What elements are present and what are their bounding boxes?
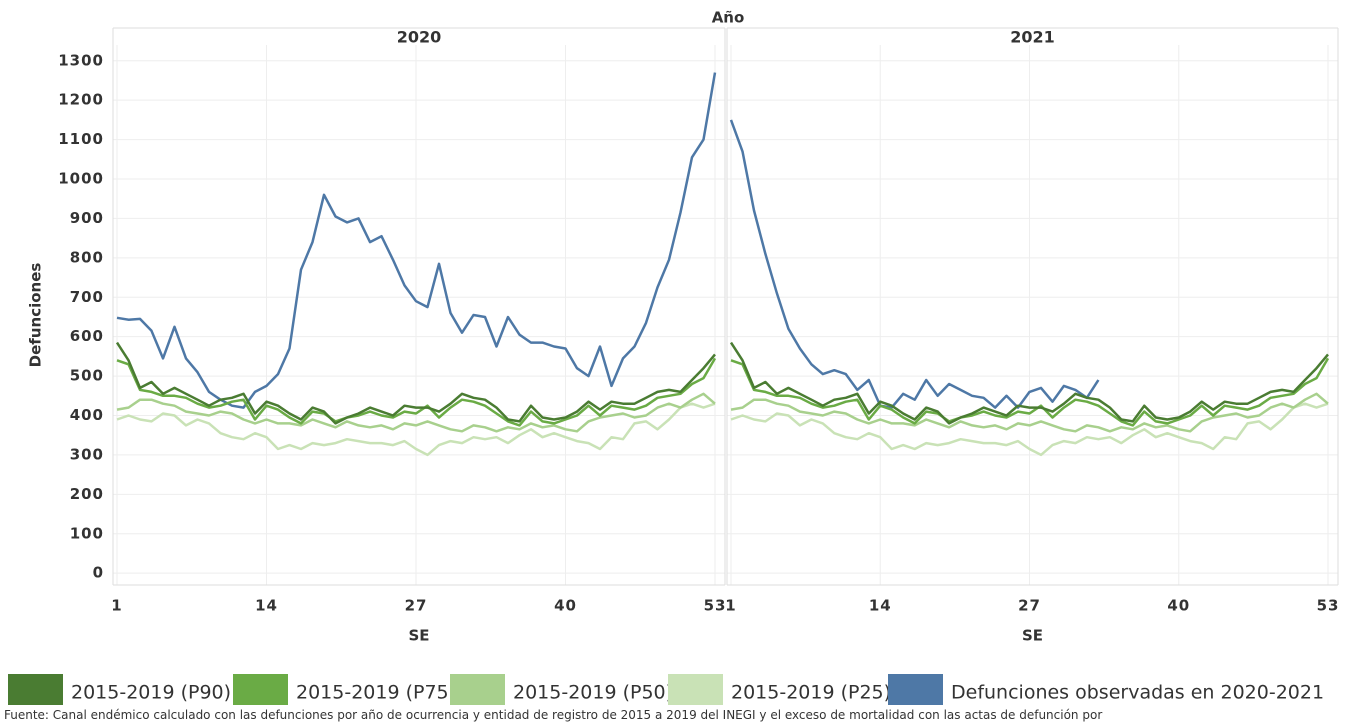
legend-swatch xyxy=(888,674,943,705)
legend-swatch xyxy=(233,674,288,705)
y-tick-label: 1000 xyxy=(58,170,104,188)
facet-label: 2021 xyxy=(1010,28,1055,47)
y-tick-label: 500 xyxy=(70,367,104,385)
y-tick-label: 800 xyxy=(70,248,104,266)
series-line xyxy=(730,357,1330,427)
y-tick-label: 200 xyxy=(70,485,104,503)
facet-label: 2020 xyxy=(397,28,442,47)
legend-label: 2015-2019 (P50) xyxy=(513,682,673,704)
facet-title: Año xyxy=(712,9,745,27)
series-line xyxy=(116,402,716,457)
series-line xyxy=(115,341,716,425)
y-tick-label: 1100 xyxy=(58,130,104,148)
legend-label: 2015-2019 (P25) xyxy=(731,682,891,704)
series-line xyxy=(116,392,716,433)
y-tick-label: 400 xyxy=(70,406,104,424)
series-line xyxy=(116,72,717,409)
x-tick-label: 40 xyxy=(1167,597,1190,615)
series-line xyxy=(729,341,1329,425)
x-tick-label: 27 xyxy=(405,597,428,615)
y-tick-label: 1200 xyxy=(58,91,104,109)
x-axis-label: SE xyxy=(1022,627,1043,645)
legend-swatch xyxy=(450,674,505,705)
y-axis-label: Defunciones xyxy=(27,263,45,368)
y-tick-label: 1300 xyxy=(58,51,104,69)
series-line xyxy=(729,119,1100,409)
y-tick-label: 100 xyxy=(70,524,104,542)
y-tick-label: 0 xyxy=(93,564,104,582)
series-line xyxy=(730,392,1329,433)
chart: Año Defunciones 0 100 200 300 400 500 600 700 80… xyxy=(8,9,1340,705)
series-line xyxy=(116,357,717,427)
legend-swatch xyxy=(8,674,63,705)
x-tick-label: 1 xyxy=(111,597,122,615)
legend-label: 2015-2019 (P75) xyxy=(296,682,456,704)
x-tick-label: 40 xyxy=(554,597,577,615)
source-note: Fuente: Canal endémico calculado con las… xyxy=(4,708,1103,722)
legend-label: Defunciones observadas en 2020-2021 xyxy=(951,682,1324,704)
y-tick-label: 700 xyxy=(70,288,104,306)
y-tick-label: 300 xyxy=(70,445,104,463)
x-tick-label: 53 xyxy=(1317,597,1340,615)
series-line xyxy=(730,402,1329,457)
x-tick-label: 53 xyxy=(704,597,727,615)
legend-label: 2015-2019 (P90) xyxy=(71,682,231,704)
x-tick-label: 14 xyxy=(255,597,278,615)
x-tick-label: 14 xyxy=(869,597,892,615)
x-tick-label: 27 xyxy=(1018,597,1041,615)
legend-swatch xyxy=(668,674,723,705)
x-tick-label: 1 xyxy=(725,597,736,615)
x-axis-label: SE xyxy=(408,627,429,645)
y-tick-label: 900 xyxy=(70,209,104,227)
y-tick-label: 600 xyxy=(70,327,104,345)
